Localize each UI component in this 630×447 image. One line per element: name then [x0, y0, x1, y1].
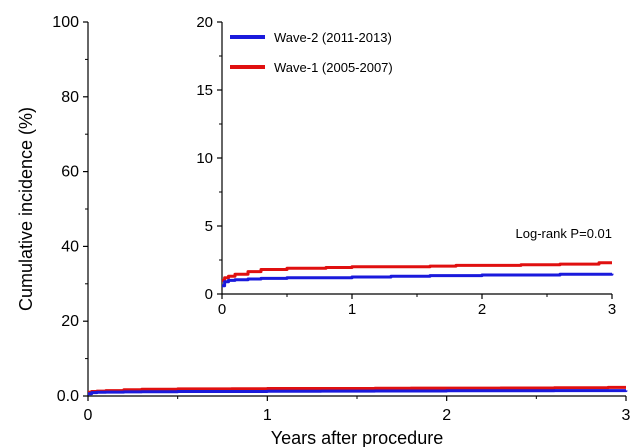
main-x-tick-label: 1 [263, 407, 272, 424]
log-rank-annotation: Log-rank P=0.01 [516, 226, 612, 241]
inset-y-tick-label: 5 [205, 218, 213, 235]
inset-y-tick-label: 15 [196, 82, 213, 99]
y-axis-title: Cumulative incidence (%) [16, 107, 36, 311]
main-y-tick-label: 80 [61, 89, 79, 106]
main-x-tick-label: 3 [622, 407, 630, 424]
main-y-tick-label: 40 [61, 238, 79, 255]
inset-x-tick-label: 1 [348, 301, 356, 318]
inset-x-tick-label: 0 [218, 301, 226, 318]
main-series-line-wave-2 [88, 389, 628, 396]
inset-series-line-wave-2 [222, 272, 614, 288]
inset-y-tick-label: 20 [196, 14, 213, 31]
main-x-tick-label: 2 [442, 407, 451, 424]
inset-series-line-wave-1 [222, 261, 612, 282]
main-y-tick-label: 0.0 [57, 388, 79, 405]
x-axis-title: Years after procedure [271, 428, 443, 447]
main-x-tick-label: 0 [84, 407, 93, 424]
legend: Wave-2 (2011-2013) Wave-1 (2005-2007) [230, 30, 393, 75]
inset-y-tick-label: 0 [205, 286, 213, 303]
inset-x-tick-label: 2 [478, 301, 486, 318]
legend-label-wave-2: Wave-2 (2011-2013) [274, 30, 392, 45]
main-y-tick-label: 100 [52, 14, 79, 31]
inset-plot: 0 5 10 15 20 0 1 2 3 Wave-2 (2011-2013) Wave-1 (20… [180, 12, 625, 322]
inset-y-tick-label: 10 [196, 150, 213, 167]
main-y-tick-label: 20 [61, 313, 79, 330]
inset-x-tick-label: 3 [608, 301, 616, 318]
legend-label-wave-1: Wave-1 (2005-2007) [274, 60, 393, 75]
main-y-tick-label: 60 [61, 164, 79, 181]
